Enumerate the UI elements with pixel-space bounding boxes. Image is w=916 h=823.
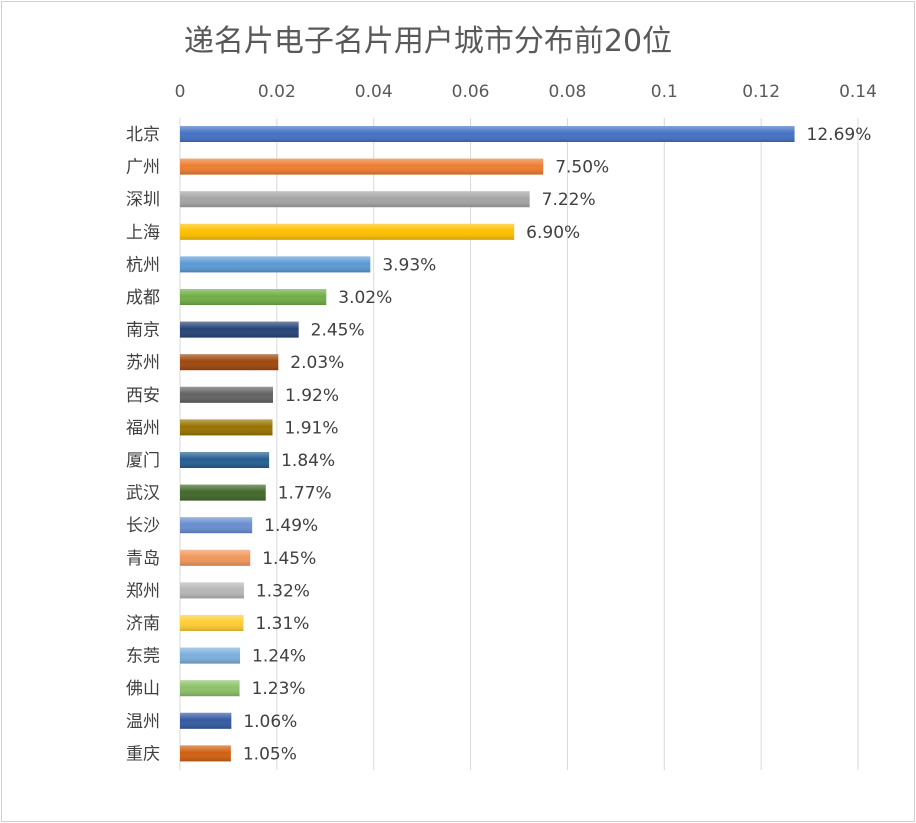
data-label: 6.90% [526,223,580,243]
category-label: 东莞 [126,647,160,667]
bar-highlight [180,126,795,142]
category-label: 成都 [126,288,160,308]
category-label: 温州 [126,712,160,732]
data-label: 1.49% [264,516,318,536]
category-label: 青岛 [126,549,160,569]
bar-highlight [180,321,299,338]
category-label: 广州 [126,158,160,178]
bar-highlight [180,582,244,599]
bar-highlight [180,615,244,631]
category-label: 西安 [126,386,160,406]
data-label: 1.05% [243,744,297,764]
bar-highlight [180,354,279,371]
bar-highlight [180,191,530,208]
category-label: 杭州 [126,255,160,275]
data-label: 7.50% [555,158,609,178]
category-label: 苏州 [126,353,160,373]
data-label: 12.69% [807,125,872,145]
category-label: 南京 [126,321,160,341]
category-label: 济南 [126,614,160,634]
category-label: 武汉 [126,484,160,504]
category-label: 上海 [126,223,160,243]
gridlines [179,118,859,770]
category-label: 重庆 [126,744,160,764]
data-label: 2.45% [311,321,365,341]
data-label: 1.23% [252,679,306,699]
data-label: 1.92% [285,386,339,406]
data-label: 1.91% [284,418,338,438]
x-tick-label: 0.08 [548,82,586,102]
bar-highlight [180,158,544,175]
bar-highlight [180,419,273,436]
x-tick-label: 0 [175,82,186,102]
category-label: 深圳 [126,190,160,210]
data-label: 1.77% [278,484,332,504]
x-tick-label: 0.04 [355,82,393,102]
data-label: 3.02% [338,288,392,308]
bar-highlight [180,386,273,403]
bar-highlight [180,745,231,762]
data-label: 1.32% [256,581,310,601]
category-label: 长沙 [126,516,160,536]
data-label: 1.24% [252,647,306,667]
data-label: 1.31% [255,614,309,634]
x-axis: 0 0.02 0.04 0.06 0.08 0.1 0.12 0.14 [175,82,877,102]
x-tick-label: 0.06 [452,82,490,102]
x-tick-label: 0.1 [651,82,678,102]
data-label: 1.45% [262,549,316,569]
bar-highlight [180,549,251,566]
category-label: 福州 [126,418,160,438]
x-tick-label: 0.12 [742,82,780,102]
bar-highlight [180,680,240,697]
data-label: 7.22% [542,190,596,210]
data-label: 3.93% [382,255,436,275]
bar-highlight [180,452,270,468]
category-label: 北京 [126,125,160,145]
category-label: 佛山 [126,679,160,699]
chart-title: 递名片电子名片用户城市分布前20位 [184,24,672,59]
data-label: 1.84% [281,451,335,471]
x-tick-label: 0.14 [839,82,877,102]
data-label: 2.03% [290,353,344,373]
bar-highlight [180,712,232,729]
bar-highlight [180,517,253,534]
bar-highlight [180,647,241,664]
x-tick-label: 0.02 [258,82,296,102]
category-label: 郑州 [126,581,160,601]
bar-highlight [180,484,266,501]
category-label: 厦门 [126,451,160,471]
data-labels: 12.69% 7.50% 7.22% 6.90% 3.93% 3.02% 2.45% 2.03… [243,125,872,764]
bar-highlight [180,289,327,305]
bar-highlight [180,256,371,273]
data-label: 1.06% [243,712,297,732]
bar-highlight [180,223,515,240]
bars [180,126,795,762]
